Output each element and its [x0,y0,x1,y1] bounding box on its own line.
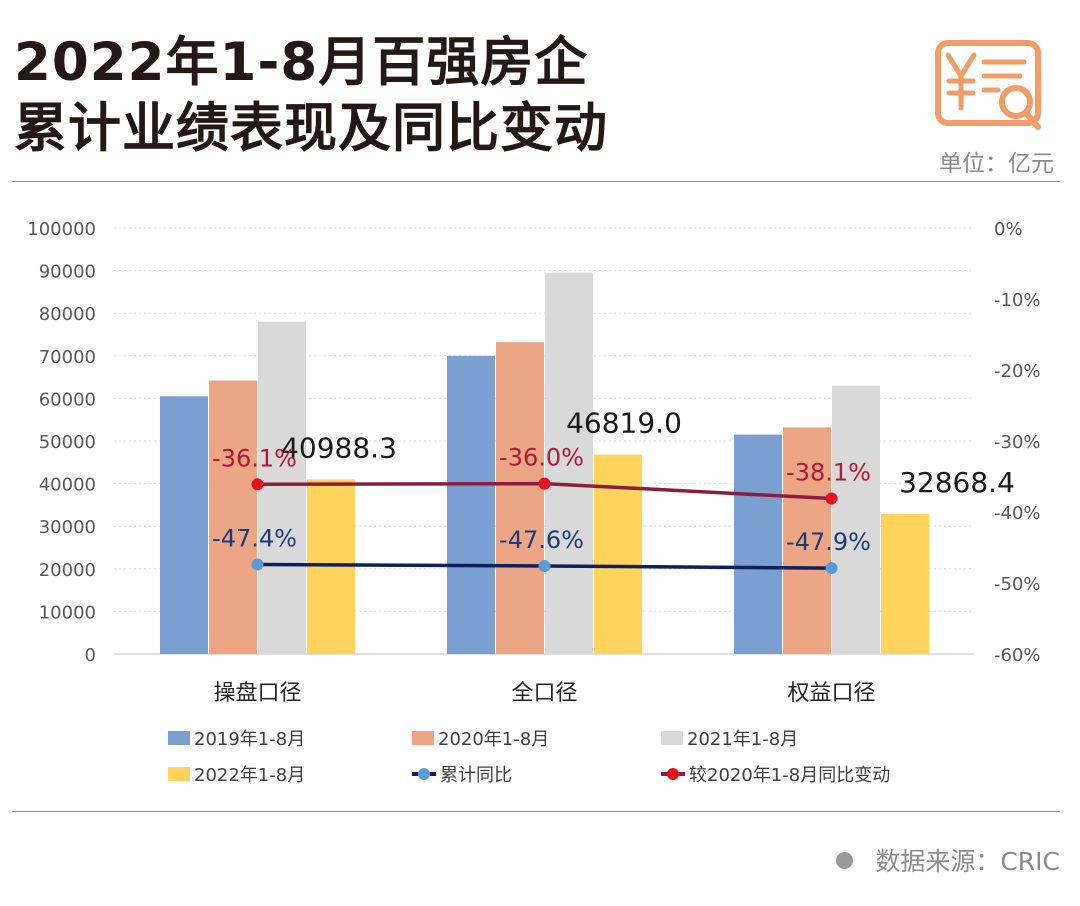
y-left-tick-label: 10000 [39,602,96,623]
y-left-tick-label: 20000 [39,560,96,581]
data-label-vs2020: -36.1% [212,444,297,472]
y-left-tick-label: 80000 [39,304,96,325]
legend-label-2021: 2021年1-8月 [687,729,799,750]
title-line-1: 2022年1-8月百强房企 [14,32,589,93]
category-label: 全口径 [511,681,577,706]
point-cumulative-yoy [825,562,838,575]
legend-item-2021: 2021年1-8月 [661,725,798,751]
legend-label-2020: 2020年1-8月 [438,729,550,750]
chart-title: 2022年1-8月百强房企 累计业绩表现及同比变动 [14,30,608,162]
legend-label-cumulative-yoy: 累计同比 [440,765,512,786]
yen-report-magnifier-icon [934,38,1046,138]
data-label-2022: 32868.4 [899,466,1015,499]
y-right-tick-label: -10% [994,290,1041,311]
source-label: 数据来源：CRIC [875,847,1060,876]
chart-legend: 2019年1-8月 2020年1-8月 2021年1-8月 2022年1-8月 … [168,725,988,795]
legend-label-2022: 2022年1-8月 [194,765,306,786]
footer-divider [12,811,1060,812]
point-cumulative-yoy [251,558,264,571]
y-left-tick-label: 50000 [39,432,96,453]
unit-label: 单位：亿元 [939,151,1054,177]
data-label-vs2020: -36.0% [499,444,584,472]
bar-2021年1-8月 [258,321,306,654]
point-vs2020 [251,478,264,491]
legend-swatch-vs2020 [661,767,685,781]
bullet-icon [836,851,854,869]
legend-item-vs2020: 较2020年1-8月同比变动 [661,761,890,787]
y-left-tick-label: 90000 [39,262,96,283]
bar-2019年1-8月 [734,434,782,654]
point-vs2020 [538,477,551,490]
legend-item-2020: 2020年1-8月 [412,725,549,751]
bar-2021年1-8月 [832,385,880,654]
data-label-2022: 40988.3 [281,431,397,464]
point-cumulative-yoy [538,559,551,572]
chart-plot: 0 10000 20000 30000 40000 50000 60000 70000 8000… [27,219,1041,706]
legend-swatch-2022 [168,767,190,781]
bar-2019年1-8月 [160,396,208,654]
data-label-cumulative-yoy: -47.4% [212,525,297,553]
data-label-cumulative-yoy: -47.9% [786,528,871,556]
header-divider [12,181,1060,182]
y-right-tick-label: -60% [994,645,1041,666]
y-left-tick-label: 60000 [39,389,96,410]
legend-swatch-cumulative-yoy [412,767,436,781]
category-label: 操盘口径 [213,681,301,706]
title-line-2: 累计业绩表现及同比变动 [14,98,608,159]
bar-2021年1-8月 [545,272,593,654]
bar-2019年1-8月 [447,355,495,654]
data-label-vs2020: -38.1% [786,459,871,487]
data-label-2022: 46819.0 [566,407,682,440]
bar-2022年1-8月 [881,513,929,654]
y-right-tick-label: -30% [994,432,1041,453]
legend-item-cumulative-yoy: 累计同比 [412,761,512,787]
y-right-tick-label: -20% [994,361,1041,382]
legend-item-2019: 2019年1-8月 [168,725,305,751]
legend-label-vs2020: 较2020年1-8月同比变动 [689,765,891,786]
bar-2022年1-8月 [594,454,642,654]
y-left-tick-label: 100000 [27,219,96,240]
bar-2020年1-8月 [209,380,257,654]
bar-2020年1-8月 [496,342,544,654]
data-label-cumulative-yoy: -47.6% [499,526,584,554]
y-left-tick-label: 70000 [39,347,96,368]
y-left-tick-label: 40000 [39,475,96,496]
y-right-tick-label: -40% [994,503,1041,524]
legend-swatch-2021 [661,731,683,745]
legend-label-2019: 2019年1-8月 [194,729,306,750]
y-left-tick-label: 30000 [39,517,96,538]
category-label: 权益口径 [787,681,875,706]
legend-swatch-2020 [412,731,434,745]
y-left-tick-label: 0 [85,645,96,666]
y-right-tick-label: 0% [994,219,1023,240]
bar-2020年1-8月 [783,427,831,654]
y-right-tick-label: -50% [994,574,1041,595]
source-note: 数据来源：CRIC [836,842,1060,878]
point-vs2020 [825,492,838,505]
legend-swatch-2019 [168,731,190,745]
legend-item-2022: 2022年1-8月 [168,761,305,787]
